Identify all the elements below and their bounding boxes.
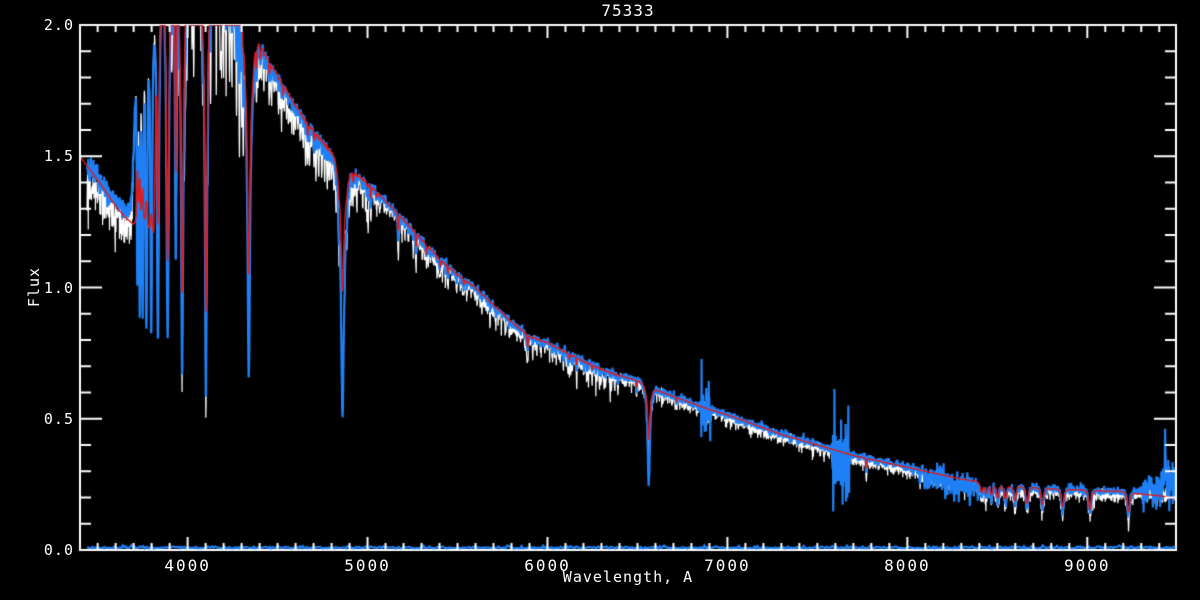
- y-tick-label: 0.0: [43, 541, 74, 559]
- y-tick-label: 2.0: [43, 16, 74, 34]
- x-axis-label: Wavelength, A: [562, 568, 694, 586]
- y-tick-label: 0.5: [43, 409, 74, 428]
- x-tick-label: 7000: [704, 556, 751, 575]
- x-tick-label: 5000: [344, 556, 391, 575]
- x-tick-label: 8000: [884, 556, 931, 575]
- plot-title: 75333: [601, 1, 655, 20]
- y-axis-label: Flux: [25, 266, 43, 308]
- x-tick-label: 6000: [524, 556, 571, 575]
- y-tick-label: 1.5: [43, 147, 74, 166]
- x-tick-label: 9000: [1064, 556, 1111, 575]
- y-tick-label: 1.0: [43, 278, 74, 297]
- x-tick-label: 4000: [164, 556, 211, 575]
